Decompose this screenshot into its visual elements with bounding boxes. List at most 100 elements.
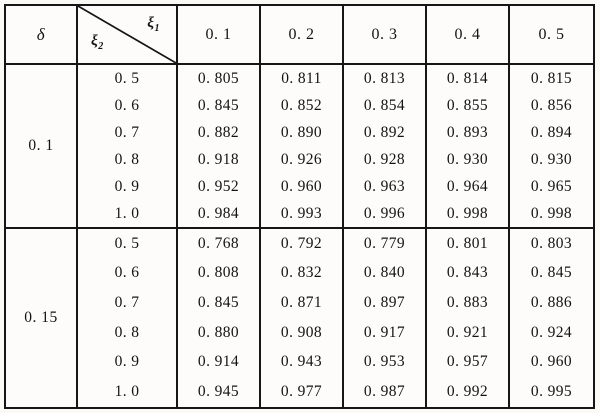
xi2-value-cell: 1. 0 [78,200,178,227]
data-cell: 0. 805 [178,65,261,92]
data-cell: 0. 998 [427,200,510,227]
data-cell: 0. 882 [178,119,261,146]
table-row: 0. 5 0. 768 0. 792 0. 779 0. 801 0. 803 [78,229,593,259]
data-cell: 0. 808 [178,258,261,289]
data-cell: 0. 843 [427,258,510,289]
delta-group: 0. 15 0. 5 0. 768 0. 792 0. 779 0. 801 0… [6,227,593,407]
data-cell: 0. 883 [427,288,510,318]
data-cell: 0. 779 [344,229,427,259]
data-cell: 0. 854 [344,92,427,119]
table-row: 0. 9 0. 952 0. 960 0. 963 0. 964 0. 965 [78,173,593,200]
data-cell: 0. 880 [178,317,261,348]
xi1-label: ξ1 [147,15,160,34]
xi2-value-cell: 1. 0 [78,377,178,407]
data-cell: 0. 897 [344,288,427,318]
xi2-label: ξ2 [91,33,104,52]
xi2-value-cell: 0. 6 [78,258,178,289]
data-cell: 0. 918 [178,146,261,173]
data-cell: 0. 914 [178,347,261,378]
diagonal-line [78,6,176,63]
xi2-value-cell: 0. 7 [78,288,178,318]
xi2-value-cell: 0. 8 [78,317,178,348]
data-cell: 0. 871 [261,288,344,318]
table-row: 0. 5 0. 805 0. 811 0. 813 0. 814 0. 815 [78,65,593,92]
delta-header-cell: δ [6,6,78,63]
data-cell: 0. 987 [344,377,427,407]
data-cell: 0. 801 [427,229,510,259]
delta-group: 0. 1 0. 5 0. 805 0. 811 0. 813 0. 814 0.… [6,65,593,227]
data-cell: 0. 921 [427,317,510,348]
table-row: 0. 7 0. 845 0. 871 0. 897 0. 883 0. 886 [78,288,593,318]
table-row: 0. 8 0. 880 0. 908 0. 917 0. 921 0. 924 [78,317,593,348]
xi1-column-header: 0. 2 [261,6,344,63]
data-cell: 0. 996 [344,200,427,227]
data-cell: 0. 945 [178,377,261,407]
xi2-value-cell: 0. 8 [78,146,178,173]
xi2-value-cell: 0. 6 [78,92,178,119]
statistical-table: δ ξ1 ξ2 0. 1 0. 2 0. 3 0. 4 0. 5 0. 1 0.… [4,4,595,409]
table-row: 0. 6 0. 845 0. 852 0. 854 0. 855 0. 856 [78,92,593,119]
data-cell: 0. 943 [261,347,344,378]
data-cell: 0. 930 [530,150,573,168]
group-rows: 0. 5 0. 805 0. 811 0. 813 0. 814 0. 815 … [78,65,593,227]
table-row: 1. 0 0. 984 0. 993 0. 996 0. 998 0. 998 [78,200,593,227]
table-row: 0. 8 0. 918 0. 926 0. 928 0. 930 0. 930 [78,146,593,173]
data-cell: 0. 855 [427,92,510,119]
data-cell: 0. 952 [178,173,261,200]
delta-value-cell: 0. 15 [6,229,78,407]
table-row: 0. 9 0. 914 0. 943 0. 953 0. 957 0. 960 [78,347,593,378]
data-cell: 0. 815 [530,69,573,87]
data-cell: 0. 924 [530,323,573,341]
data-cell: 0. 803 [530,234,573,252]
data-cell: 0. 995 [530,383,573,401]
data-cell: 0. 890 [261,119,344,146]
xi1-column-header: 0. 1 [178,6,261,63]
delta-symbol: δ [36,24,46,44]
xi-diagonal-header-cell: ξ1 ξ2 [78,6,178,63]
data-cell: 0. 998 [530,204,573,222]
data-cell: 0. 908 [261,317,344,348]
table-header-row: δ ξ1 ξ2 0. 1 0. 2 0. 3 0. 4 0. 5 [6,6,593,65]
data-cell: 0. 953 [344,347,427,378]
data-cell: 0. 840 [344,258,427,289]
table-row: 0. 6 0. 808 0. 832 0. 840 0. 843 0. 845 [78,258,593,289]
xi1-column-header: 0. 3 [344,6,427,63]
group-rows: 0. 5 0. 768 0. 792 0. 779 0. 801 0. 803 … [78,229,593,407]
data-cell: 0. 993 [261,200,344,227]
data-cell: 0. 960 [530,353,573,371]
xi1-column-header: 0. 4 [427,6,510,63]
data-cell: 0. 917 [344,317,427,348]
xi2-value-cell: 0. 5 [78,65,178,92]
data-cell: 0. 845 [178,288,261,318]
data-cell: 0. 984 [178,200,261,227]
data-cell: 0. 792 [261,229,344,259]
data-cell: 0. 893 [427,119,510,146]
xi1-column-header: 0. 5 [538,25,565,43]
data-cell: 0. 894 [530,123,573,141]
data-cell: 0. 845 [178,92,261,119]
data-cell: 0. 964 [427,173,510,200]
data-cell: 0. 813 [344,65,427,92]
delta-value-cell: 0. 1 [6,65,78,227]
xi2-value-cell: 0. 7 [78,119,178,146]
xi2-value-cell: 0. 5 [78,229,178,259]
data-cell: 0. 960 [261,173,344,200]
data-cell: 0. 811 [261,65,344,92]
data-cell: 0. 832 [261,258,344,289]
data-cell: 0. 886 [530,294,573,312]
data-cell: 0. 892 [344,119,427,146]
data-cell: 0. 856 [530,96,573,114]
table-row: 0. 7 0. 882 0. 890 0. 892 0. 893 0. 894 [78,119,593,146]
data-cell: 0. 957 [427,347,510,378]
data-cell: 0. 845 [530,264,573,282]
data-cell: 0. 930 [427,146,510,173]
xi2-value-cell: 0. 9 [78,173,178,200]
data-cell: 0. 926 [261,146,344,173]
table-row: 1. 0 0. 945 0. 977 0. 987 0. 992 0. 995 [78,377,593,407]
data-cell: 0. 992 [427,377,510,407]
data-cell: 0. 928 [344,146,427,173]
data-cell: 0. 852 [261,92,344,119]
data-cell: 0. 977 [261,377,344,407]
xi2-value-cell: 0. 9 [78,347,178,378]
